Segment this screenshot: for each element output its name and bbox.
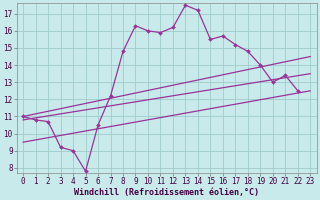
X-axis label: Windchill (Refroidissement éolien,°C): Windchill (Refroidissement éolien,°C) [74,188,259,197]
